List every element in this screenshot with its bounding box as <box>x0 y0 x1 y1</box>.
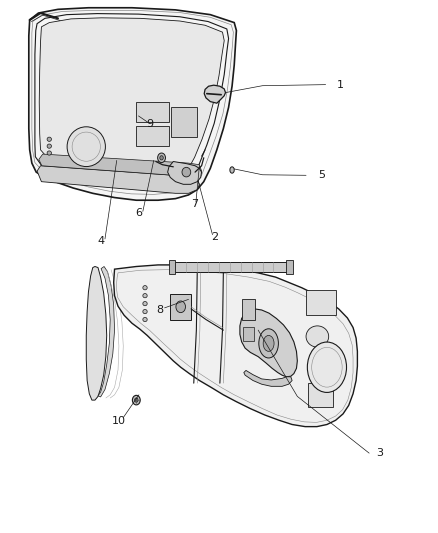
Polygon shape <box>29 8 237 200</box>
Bar <box>170 294 191 319</box>
Text: 4: 4 <box>98 236 105 246</box>
Ellipse shape <box>47 144 51 148</box>
Polygon shape <box>39 154 201 176</box>
Text: 1: 1 <box>336 80 343 90</box>
Bar <box>242 300 254 319</box>
Bar <box>306 290 336 316</box>
Bar <box>171 108 197 136</box>
Text: 3: 3 <box>377 448 384 458</box>
Ellipse shape <box>259 329 279 358</box>
Bar <box>243 327 254 341</box>
Polygon shape <box>98 266 115 397</box>
Text: 6: 6 <box>135 208 142 219</box>
Text: 7: 7 <box>191 199 198 209</box>
Ellipse shape <box>176 301 185 313</box>
Bar <box>286 260 293 274</box>
Bar <box>136 126 169 146</box>
Ellipse shape <box>134 398 138 402</box>
Polygon shape <box>86 266 107 400</box>
Ellipse shape <box>143 286 147 290</box>
Bar <box>308 383 333 407</box>
Ellipse shape <box>132 395 140 405</box>
Ellipse shape <box>182 167 191 177</box>
Polygon shape <box>240 309 297 377</box>
Text: 10: 10 <box>112 416 126 426</box>
Ellipse shape <box>67 127 106 166</box>
Ellipse shape <box>263 335 274 351</box>
Text: 5: 5 <box>318 171 325 180</box>
Ellipse shape <box>160 156 163 160</box>
Bar <box>169 260 175 274</box>
Ellipse shape <box>230 167 234 173</box>
Polygon shape <box>204 85 226 103</box>
Polygon shape <box>244 370 292 386</box>
Ellipse shape <box>143 302 147 306</box>
Ellipse shape <box>306 326 328 347</box>
Bar <box>136 102 169 122</box>
Polygon shape <box>39 18 224 180</box>
Ellipse shape <box>158 153 166 163</box>
Bar <box>171 262 289 272</box>
Ellipse shape <box>143 310 147 314</box>
Ellipse shape <box>47 151 51 155</box>
Text: 2: 2 <box>211 232 218 242</box>
Text: 8: 8 <box>157 305 164 315</box>
Ellipse shape <box>143 294 147 298</box>
Ellipse shape <box>143 317 147 321</box>
Ellipse shape <box>307 342 346 392</box>
Text: 9: 9 <box>146 119 153 130</box>
Ellipse shape <box>47 137 51 141</box>
Polygon shape <box>114 265 357 426</box>
Polygon shape <box>168 161 201 184</box>
Polygon shape <box>37 166 199 193</box>
